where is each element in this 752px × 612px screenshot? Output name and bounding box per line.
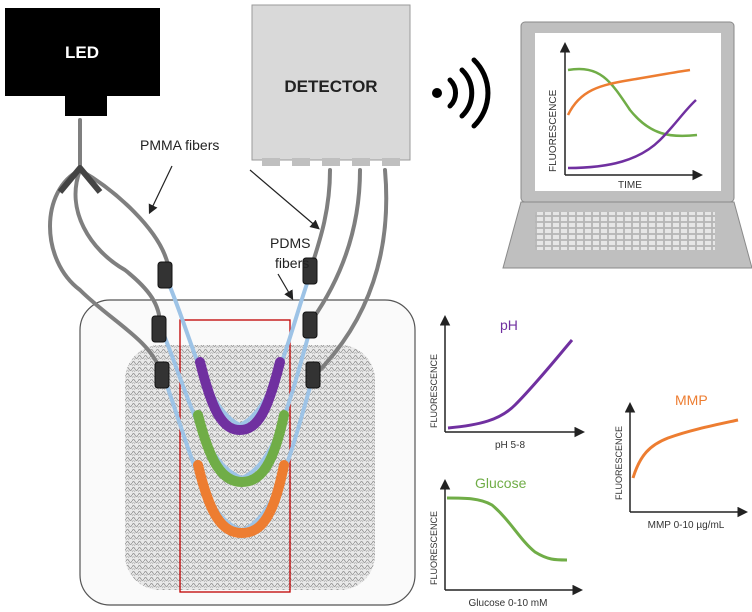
- glucose-sensing-segment: [193, 410, 289, 488]
- laptop-mmp-curve: [566, 68, 691, 116]
- pmma-fiber-right-middle: [310, 168, 362, 322]
- led-source: LED: [5, 8, 160, 116]
- connector: [302, 311, 318, 339]
- led-label: LED: [65, 43, 99, 62]
- glucose-chart-xlabel: Glucose 0-10 mM: [469, 598, 548, 609]
- fiber-splitter: [57, 165, 103, 194]
- mmp-curve: [631, 418, 739, 479]
- pdms-arrow: [277, 273, 294, 301]
- mmp-chart-title: MMP: [675, 392, 708, 408]
- glucose-chart-title: Glucose: [475, 475, 527, 491]
- pmma-fiber-left-outer: [48, 168, 162, 372]
- glucose-curve: [446, 496, 568, 562]
- pmma-fibers-label: PMMA fibers: [140, 137, 219, 153]
- fiber-connectors: [151, 257, 321, 389]
- mmp-chart-xlabel: MMP 0-10 µg/mL: [648, 520, 725, 531]
- connector: [302, 257, 318, 285]
- ph-chart-xlabel: pH 5-8: [495, 440, 525, 451]
- patch-hydrogel: [125, 345, 375, 590]
- pmma-fibers: [48, 118, 389, 377]
- ph-chart: pH FLUORESCENCE pH 5-8: [429, 315, 585, 451]
- ph-sensing-segment: [195, 357, 285, 436]
- pdms-fibers-label-line1: PDMS: [270, 235, 310, 251]
- pmma-fiber-left-middle: [73, 168, 162, 327]
- laptop-keyboard: [535, 212, 715, 250]
- laptop: FLUORESCENCE TIME: [502, 21, 752, 269]
- glucose-chart-ylabel: FLUORESCENCE: [429, 511, 439, 585]
- glucose-chart: Glucose FLUORESCENCE Glucose 0-10 mM: [429, 475, 583, 609]
- mmp-chart: MMP FLUORESCENCE MMP 0-10 µg/mL: [614, 392, 748, 531]
- ph-chart-title: pH: [500, 317, 518, 333]
- mmp-sensing-segment: [193, 460, 289, 539]
- pmma-arrow-left: [148, 165, 173, 215]
- sensor-patch: [79, 299, 416, 606]
- laptop-xlabel: TIME: [618, 180, 642, 191]
- laptop-glucose-curve: [567, 67, 698, 138]
- pdms-fibers-label-line2: fibers: [275, 255, 309, 271]
- pmma-arrow-right: [249, 169, 320, 230]
- pmma-fiber-right-outer: [313, 168, 389, 377]
- detector-label: DETECTOR: [284, 77, 377, 96]
- connector: [305, 361, 321, 389]
- connector: [157, 261, 173, 289]
- wireless-icon: [432, 57, 491, 129]
- ph-chart-ylabel: FLUORESCENCE: [429, 354, 439, 428]
- pmma-fiber-right-inner: [310, 168, 332, 267]
- ph-curve: [447, 339, 574, 430]
- mmp-chart-ylabel: FLUORESCENCE: [614, 426, 624, 500]
- connector: [151, 315, 167, 343]
- detector-unit: DETECTOR: [251, 4, 411, 166]
- laptop-ylabel: FLUORESCENCE: [548, 89, 559, 172]
- pmma-fiber-left-inner: [78, 168, 170, 267]
- connector: [154, 361, 170, 389]
- laptop-ph-curve: [567, 99, 697, 170]
